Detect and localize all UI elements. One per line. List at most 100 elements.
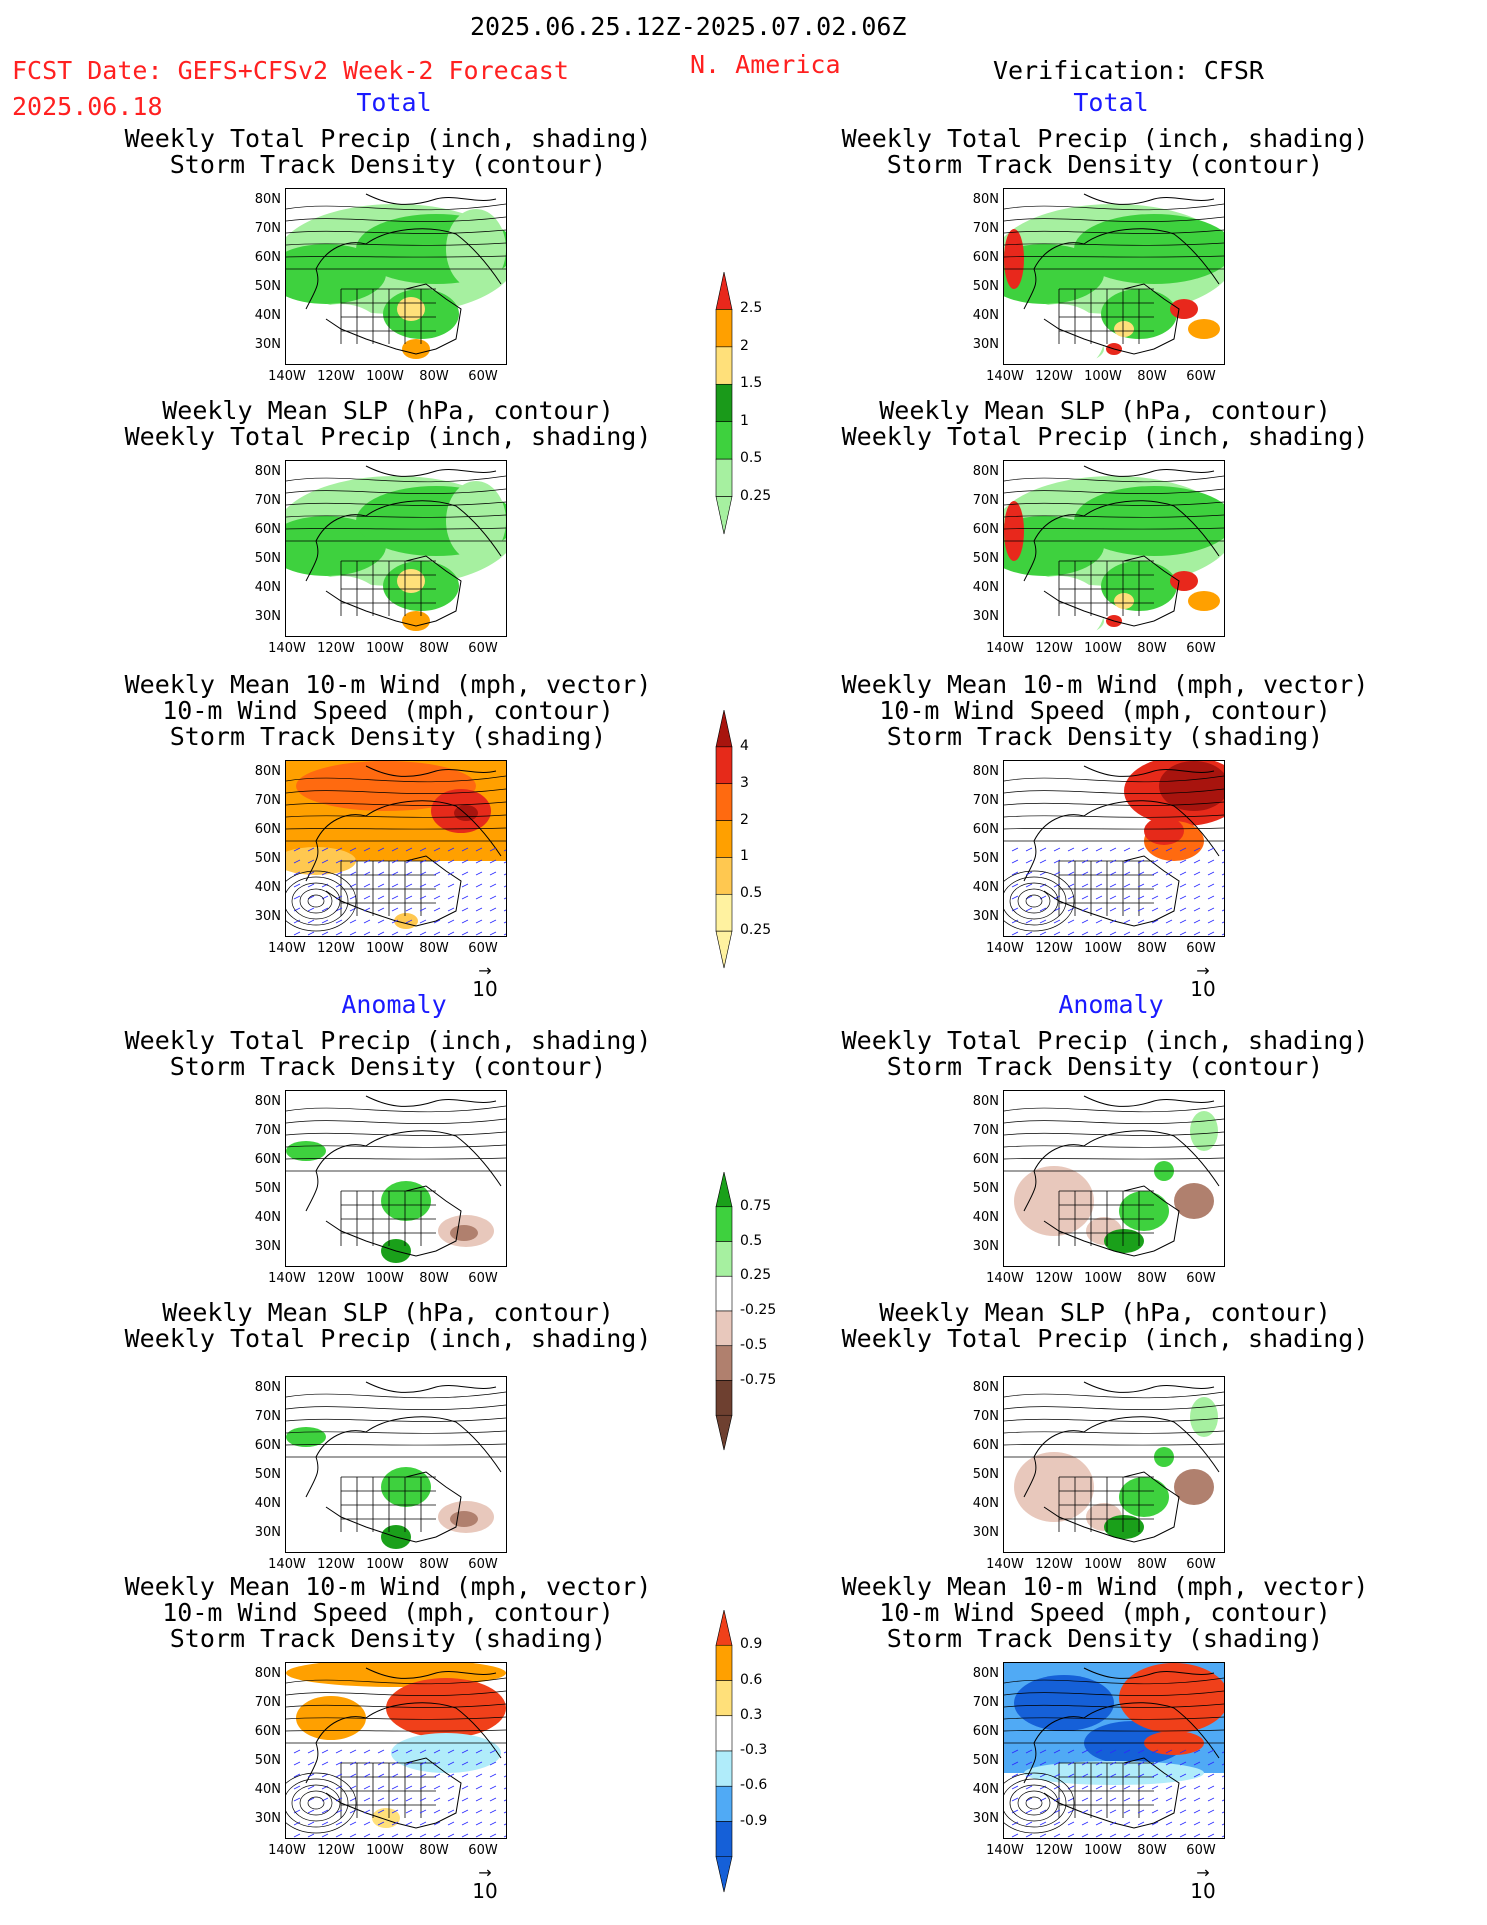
precip-anomaly-shading: [1174, 1469, 1214, 1505]
lat-tick-label: 60N: [254, 1438, 281, 1453]
colorbar-storm_total: [715, 710, 733, 969]
lon-tick-label: 60W: [1186, 941, 1216, 956]
colorbar-segment: [715, 458, 733, 497]
panel-title-line: Weekly Total Precip (inch, shading): [841, 124, 1369, 153]
colorbar-label: 0.9: [740, 1636, 763, 1653]
map-panel: [285, 460, 507, 637]
lat-tick-label: 70N: [972, 493, 999, 508]
map-panel: [1003, 188, 1225, 365]
lon-tick-label: 140W: [986, 1271, 1024, 1286]
colorbar-segment: [715, 1206, 733, 1242]
colorbar-segment: [715, 783, 733, 821]
coastline: [305, 465, 502, 627]
lat-tick-label: 30N: [972, 1239, 999, 1254]
coastline: [1023, 1095, 1220, 1257]
map-panel: [1003, 1662, 1225, 1839]
contour-lines: [1004, 1105, 1224, 1172]
lon-tick-label: 60W: [1186, 1557, 1216, 1572]
state-borders: [1058, 1476, 1154, 1532]
lat-tick-label: 70N: [972, 1123, 999, 1138]
coastline: [1023, 765, 1220, 927]
colorbar-cap: [715, 1610, 733, 1646]
lat-tick-label: 60N: [972, 1724, 999, 1739]
colorbar-precip_anom: [715, 1172, 733, 1451]
lon-tick-label: 140W: [986, 1843, 1024, 1858]
lat-tick-label: 60N: [972, 1438, 999, 1453]
storm-density-shading: [1144, 817, 1184, 845]
lon-tick-label: 80W: [1137, 941, 1167, 956]
colorbar-segment: [715, 1241, 733, 1277]
lat-tick-label: 80N: [254, 1380, 281, 1395]
precip-shading: [1114, 321, 1134, 337]
colorbar-segment: [715, 820, 733, 858]
lat-tick-label: 50N: [254, 279, 281, 294]
colorbar-segment: [715, 309, 733, 348]
panel-title-line: Storm Track Density (contour): [886, 1052, 1324, 1081]
precip-anomaly-shading: [1190, 1111, 1218, 1151]
lat-tick-label: 40N: [972, 1782, 999, 1797]
colorbar-storm_anom: [715, 1610, 733, 1893]
lon-tick-label: 100W: [366, 1271, 404, 1286]
colorbar-label: 0.25: [740, 922, 772, 939]
panel-title-line: Weekly Mean 10-m Wind (mph, vector): [124, 1572, 652, 1601]
lon-tick-label: 100W: [1084, 1843, 1122, 1858]
vector-reference-value: 10: [472, 977, 498, 1001]
lat-tick-label: 80N: [972, 192, 999, 207]
colorbar-segment: [715, 857, 733, 895]
colorbar-segment: [715, 746, 733, 785]
map-panel: [285, 1090, 507, 1267]
colorbar-label: 1: [740, 848, 749, 865]
colorbar-cap: [715, 710, 733, 748]
colorbar-label: 0.3: [740, 1706, 763, 1723]
lon-tick-label: 100W: [366, 641, 404, 656]
colorbar-label: -0.9: [740, 1812, 768, 1829]
vector-reference-arrow: →: [1196, 961, 1210, 980]
colorbar-label: -0.5: [740, 1336, 768, 1353]
lat-tick-label: 40N: [972, 880, 999, 895]
storm-anomaly-shading: [1024, 1761, 1204, 1785]
colorbar-label: 1.5: [740, 375, 763, 392]
precip-shading: [1188, 319, 1220, 339]
colorbar-label: 2: [740, 811, 749, 828]
lat-tick-label: 40N: [254, 580, 281, 595]
lon-tick-label: 140W: [268, 1557, 306, 1572]
colorbar-cap: [715, 272, 733, 310]
vector-reference-value: 10: [1190, 1879, 1216, 1903]
colorbar-label: 0.75: [740, 1197, 772, 1214]
map-canvas: [1004, 465, 1224, 636]
colorbar-segment: [715, 1821, 733, 1858]
lon-tick-label: 140W: [268, 369, 306, 384]
lat-tick-label: 30N: [254, 1239, 281, 1254]
storm-density-shading: [286, 847, 356, 875]
state-borders: [340, 1190, 436, 1246]
storm-density-shading: [1159, 761, 1224, 811]
lon-tick-label: 80W: [1137, 1557, 1167, 1572]
precip-anomaly-shading: [1014, 1166, 1094, 1236]
state-borders: [340, 288, 436, 344]
lat-tick-label: 80N: [254, 192, 281, 207]
precip-anomaly-shading: [1119, 1477, 1169, 1517]
lat-tick-label: 80N: [972, 1666, 999, 1681]
state-borders: [1058, 860, 1154, 916]
contour-lines: [286, 1105, 506, 1172]
panel-title-line: 10-m Wind Speed (mph, contour): [162, 1598, 614, 1627]
storm-anomaly-shading: [386, 1678, 506, 1738]
storm-anomaly-shading: [1119, 1663, 1224, 1733]
panel-title-line: Storm Track Density (shading): [886, 722, 1324, 751]
lat-tick-label: 50N: [254, 851, 281, 866]
contour-lines: [286, 475, 506, 542]
lon-tick-label: 60W: [1186, 1843, 1216, 1858]
lon-tick-label: 100W: [366, 369, 404, 384]
state-borders: [1058, 288, 1154, 344]
coastline: [305, 193, 502, 355]
lat-tick-label: 30N: [254, 609, 281, 624]
contour-lines: [1004, 1677, 1224, 1834]
lat-tick-label: 40N: [254, 1782, 281, 1797]
section-anomaly-left: Anomaly: [341, 990, 447, 1019]
lat-tick-label: 40N: [972, 1210, 999, 1225]
lat-tick-label: 70N: [254, 793, 281, 808]
colorbar-label: 1: [740, 412, 749, 429]
colorbar-segment: [715, 346, 733, 385]
lon-tick-label: 120W: [317, 369, 355, 384]
panel-title-line: Weekly Total Precip (inch, shading): [841, 1026, 1369, 1055]
